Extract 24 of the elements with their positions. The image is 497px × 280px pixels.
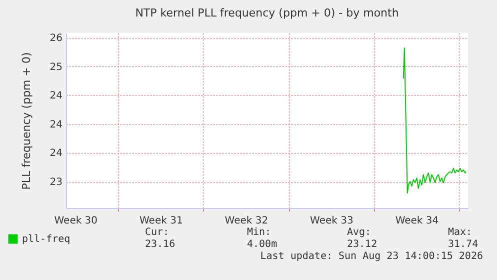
x-tick-label: Week 33 <box>310 216 354 226</box>
text: Max: <box>448 227 472 238</box>
y-tick-label: 24 <box>50 148 62 160</box>
x-tick-label: Week 32 <box>224 216 268 226</box>
legend-label: pll-freq <box>22 234 70 245</box>
x-tick-label: Week 30 <box>54 216 98 226</box>
text: 23.12 <box>347 239 378 250</box>
text: Avg: <box>347 227 372 238</box>
y-tick-label: 23 <box>50 177 62 188</box>
y-tick-label: 26 <box>50 33 62 44</box>
text: 23.16 <box>145 239 176 250</box>
text: 4.00m <box>247 239 278 250</box>
line-series <box>402 47 467 194</box>
y-axis-title: PLL frequency (ppm + 0) <box>20 52 33 190</box>
y-tick-label: 24 <box>50 119 62 130</box>
chart-title: NTP kernel PLL frequency (ppm + 0) - by month <box>135 6 399 20</box>
x-tick-label: Week 34 <box>395 216 439 226</box>
y-tick-label: 25 <box>50 62 62 73</box>
text: Last update: Sun Aug 23 14:00:15 2026 <box>260 251 483 262</box>
y-tick-label: 24 <box>50 90 62 102</box>
text: Min: <box>247 227 272 238</box>
text: 31.74 <box>448 239 478 250</box>
x-tick-label: Week 31 <box>140 216 183 226</box>
text: Cur: <box>145 227 170 238</box>
